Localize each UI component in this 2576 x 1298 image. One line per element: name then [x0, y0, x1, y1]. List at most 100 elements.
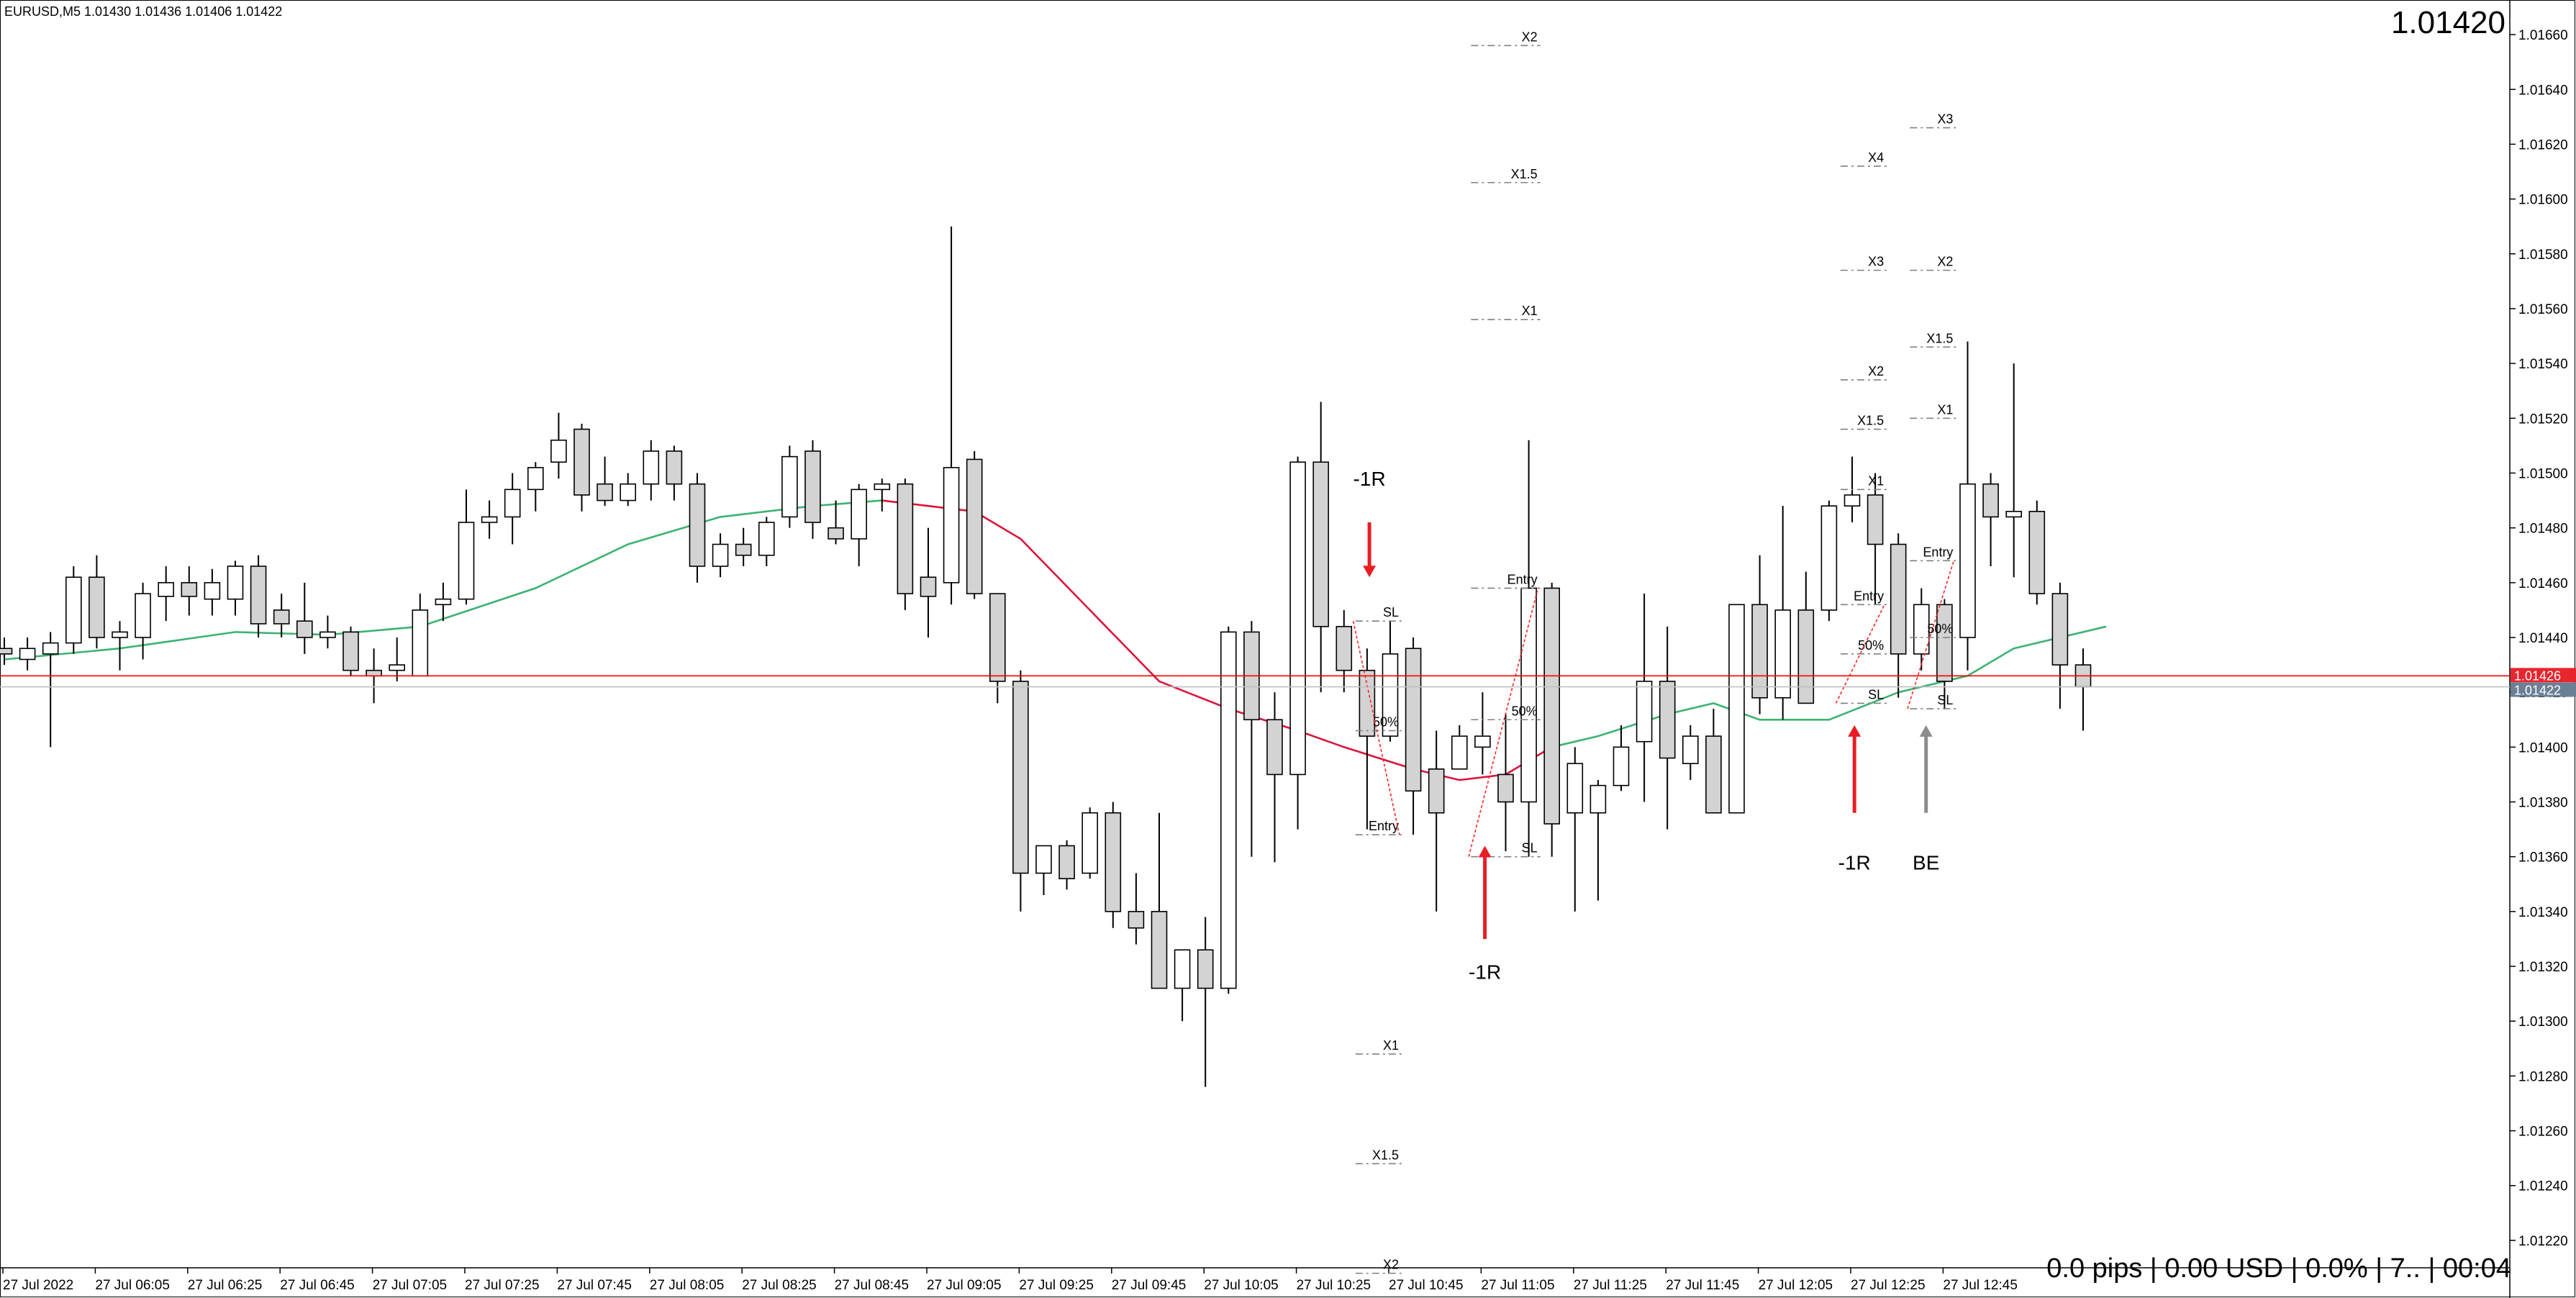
bid-price-tag: [2511, 682, 2576, 697]
candle: [1728, 604, 1745, 814]
candle-body: [1335, 625, 1353, 671]
candle-body: [1451, 735, 1468, 770]
candle-body: [1289, 461, 1306, 776]
y-tick-label: 1.01600: [2518, 193, 2568, 208]
candle-body: [527, 467, 544, 491]
candle: [620, 473, 637, 507]
x-tick-label: 27 Jul 07:25: [465, 1278, 540, 1293]
candle-body: [1728, 604, 1745, 814]
candle: [1959, 341, 1976, 671]
candle-body: [1105, 812, 1122, 912]
candle-body: [851, 489, 867, 540]
candle: [1613, 725, 1630, 791]
candle: [1820, 500, 1838, 622]
candle-body: [920, 576, 937, 597]
x-tick-label: 27 Jul 10:45: [1389, 1278, 1464, 1293]
arrow-label: -1R: [1469, 961, 1501, 984]
candle: [735, 527, 752, 566]
y-tick-label: 1.01540: [2518, 357, 2568, 372]
candle: [804, 440, 821, 539]
candle-body: [1589, 784, 1607, 814]
candle: [1497, 714, 1514, 852]
candle: [1566, 747, 1584, 912]
candle: [250, 555, 267, 637]
candle-body: [2028, 510, 2046, 594]
arrow-label: BE: [1913, 851, 1939, 873]
candle: [1682, 725, 1699, 781]
level-label: X1: [1383, 1038, 1399, 1053]
candle: [1982, 473, 1999, 566]
arrow-head: [1363, 566, 1377, 578]
candle-body: [1520, 587, 1537, 803]
candle-body: [1197, 949, 1214, 989]
candle-body: [1497, 773, 1514, 803]
level-label: X4: [1868, 150, 1884, 165]
candle: [527, 462, 544, 512]
x-tick-label: 27 Jul 06:05: [95, 1278, 170, 1293]
arrow-label: -1R: [1353, 468, 1386, 490]
candle-body: [1867, 494, 1884, 545]
candle: [1474, 692, 1491, 775]
level-label: X3: [1868, 255, 1884, 269]
arrow-head: [1478, 845, 1492, 858]
x-tick-label: 27 Jul 08:45: [835, 1278, 910, 1293]
candle: [1890, 533, 1907, 698]
y-tick-label: 1.01240: [2518, 1179, 2568, 1194]
candle-body: [1613, 746, 1630, 786]
candle: [597, 456, 613, 507]
candle-body: [597, 483, 613, 502]
level-label: X1.5: [1926, 331, 1953, 345]
y-tick-label: 1.01220: [2518, 1234, 2568, 1249]
candle-body: [458, 522, 475, 600]
candle-body: [42, 642, 59, 655]
candle: [573, 423, 590, 512]
candle-body: [1913, 604, 1930, 655]
candle: [920, 527, 937, 637]
candle-body: [65, 576, 82, 644]
arrow-head: [1919, 725, 1933, 737]
candle-body: [573, 428, 590, 496]
candle-body: [781, 455, 798, 518]
candle-body: [1774, 609, 1791, 699]
level-label: Entry: [1369, 819, 1399, 833]
candle: [1105, 802, 1122, 928]
candle: [1428, 730, 1445, 912]
symbol-info: EURUSD,M5 1.01430 1.01436 1.01406 1.0142…: [4, 4, 282, 19]
x-tick-label: 27 Jul 07:05: [373, 1278, 448, 1293]
candle: [1151, 812, 1168, 989]
candle: [1797, 571, 1815, 704]
candle: [135, 582, 151, 660]
candle-body: [135, 593, 151, 638]
candle: [343, 626, 359, 676]
x-tick-label: 27 Jul 10:05: [1204, 1278, 1279, 1293]
candle: [2051, 582, 2069, 709]
candle: [758, 517, 775, 566]
y-tick-label: 1.01480: [2518, 522, 2568, 537]
candle-body: [1058, 845, 1075, 879]
candle-body: [273, 609, 290, 625]
candle: [1751, 555, 1768, 714]
candle: [712, 533, 729, 578]
candle-body: [204, 582, 221, 600]
candle: [2005, 363, 2022, 578]
y-tick-label: 1.01520: [2518, 412, 2568, 427]
x-tick-label: 27 Jul 08:05: [650, 1278, 725, 1293]
candle-body: [1405, 648, 1422, 792]
arrow-label: -1R: [1838, 851, 1871, 873]
candle-body: [897, 483, 914, 594]
candle-body: [319, 631, 336, 638]
level-label: 50%: [1858, 638, 1884, 653]
candle: [550, 412, 567, 479]
bid-price-label: 1.01422: [2514, 684, 2561, 698]
candle: [1081, 807, 1098, 879]
candle: [112, 621, 128, 671]
y-tick-label: 1.01640: [2518, 83, 2568, 98]
level-label: X1: [1937, 402, 1953, 417]
y-tick-label: 1.01560: [2518, 302, 2568, 317]
candle-body: [874, 483, 891, 491]
y-tick-label: 1.01580: [2518, 248, 2568, 263]
candle: [1266, 692, 1283, 863]
